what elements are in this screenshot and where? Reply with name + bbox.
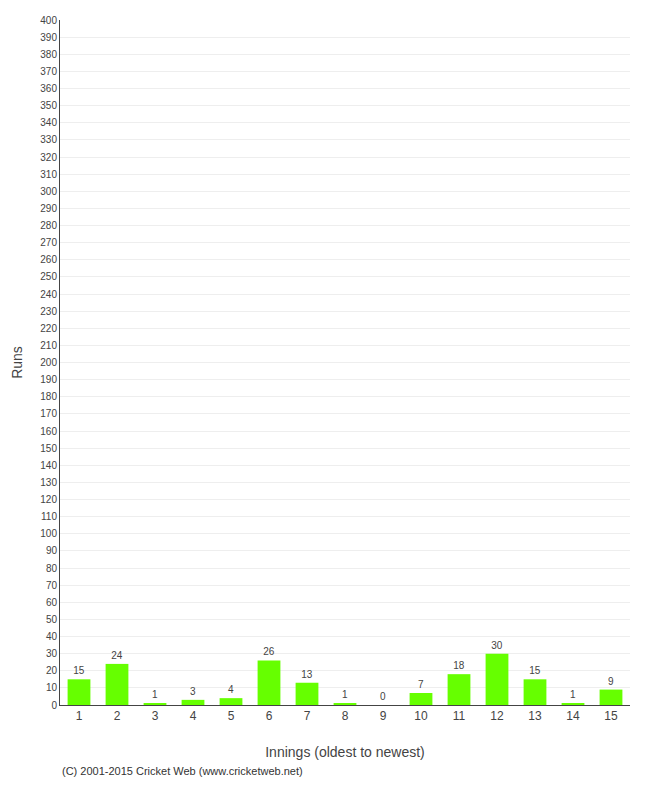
- svg-text:6: 6: [266, 709, 273, 723]
- svg-text:190: 190: [40, 374, 57, 385]
- svg-text:130: 130: [40, 477, 57, 488]
- svg-text:9: 9: [380, 709, 387, 723]
- svg-text:210: 210: [40, 340, 57, 351]
- svg-text:15: 15: [604, 709, 618, 723]
- svg-text:18: 18: [453, 660, 465, 671]
- svg-text:220: 220: [40, 323, 57, 334]
- svg-text:9: 9: [608, 676, 614, 687]
- svg-text:150: 150: [40, 443, 57, 454]
- svg-text:330: 330: [40, 134, 57, 145]
- svg-text:1: 1: [152, 689, 158, 700]
- svg-text:1: 1: [570, 689, 576, 700]
- svg-text:1: 1: [342, 689, 348, 700]
- svg-text:15: 15: [529, 665, 541, 676]
- svg-text:4: 4: [228, 684, 234, 695]
- svg-text:350: 350: [40, 100, 57, 111]
- svg-text:30: 30: [46, 648, 58, 659]
- svg-text:120: 120: [40, 494, 57, 505]
- svg-text:250: 250: [40, 271, 57, 282]
- svg-text:26: 26: [263, 646, 275, 657]
- svg-text:390: 390: [40, 32, 57, 43]
- svg-text:50: 50: [46, 614, 58, 625]
- svg-text:380: 380: [40, 49, 57, 60]
- svg-text:0: 0: [380, 691, 386, 702]
- svg-text:30: 30: [491, 640, 503, 651]
- svg-text:90: 90: [46, 545, 58, 556]
- svg-text:160: 160: [40, 426, 57, 437]
- svg-text:100: 100: [40, 528, 57, 539]
- svg-text:230: 230: [40, 306, 57, 317]
- svg-text:2: 2: [114, 709, 121, 723]
- svg-text:12: 12: [490, 709, 504, 723]
- svg-text:110: 110: [41, 511, 57, 522]
- svg-text:13: 13: [528, 709, 542, 723]
- svg-text:60: 60: [46, 597, 58, 608]
- svg-text:200: 200: [40, 357, 57, 368]
- svg-text:7: 7: [304, 709, 311, 723]
- svg-text:(C) 2001-2015 Cricket Web (www: (C) 2001-2015 Cricket Web (www.cricketwe…: [62, 765, 303, 777]
- svg-text:320: 320: [40, 152, 57, 163]
- svg-text:260: 260: [40, 254, 57, 265]
- svg-text:15: 15: [73, 665, 85, 676]
- svg-text:140: 140: [40, 460, 57, 471]
- svg-text:5: 5: [228, 709, 235, 723]
- svg-text:400: 400: [40, 15, 57, 26]
- svg-text:40: 40: [46, 631, 58, 642]
- svg-text:290: 290: [40, 203, 57, 214]
- svg-text:180: 180: [40, 391, 57, 402]
- svg-text:4: 4: [190, 709, 197, 723]
- svg-text:270: 270: [40, 237, 57, 248]
- svg-text:3: 3: [190, 686, 196, 697]
- svg-text:3: 3: [152, 709, 159, 723]
- svg-text:11: 11: [453, 709, 466, 723]
- svg-text:370: 370: [40, 66, 57, 77]
- svg-text:80: 80: [46, 563, 58, 574]
- svg-text:70: 70: [46, 580, 58, 591]
- svg-text:13: 13: [301, 669, 313, 680]
- svg-text:10: 10: [46, 682, 58, 693]
- svg-text:7: 7: [418, 679, 424, 690]
- svg-text:Runs: Runs: [9, 346, 25, 379]
- svg-text:360: 360: [40, 83, 57, 94]
- svg-text:0: 0: [51, 700, 57, 711]
- svg-text:300: 300: [40, 186, 57, 197]
- svg-text:280: 280: [40, 220, 57, 231]
- svg-text:8: 8: [342, 709, 349, 723]
- svg-text:10: 10: [414, 709, 428, 723]
- svg-text:240: 240: [40, 289, 57, 300]
- svg-text:Innings (oldest to newest): Innings (oldest to newest): [265, 744, 425, 760]
- svg-text:20: 20: [46, 665, 58, 676]
- svg-text:14: 14: [566, 709, 580, 723]
- svg-text:170: 170: [40, 408, 57, 419]
- svg-text:310: 310: [40, 169, 57, 180]
- svg-text:340: 340: [40, 117, 57, 128]
- svg-text:1: 1: [76, 709, 83, 723]
- svg-text:24: 24: [111, 650, 123, 661]
